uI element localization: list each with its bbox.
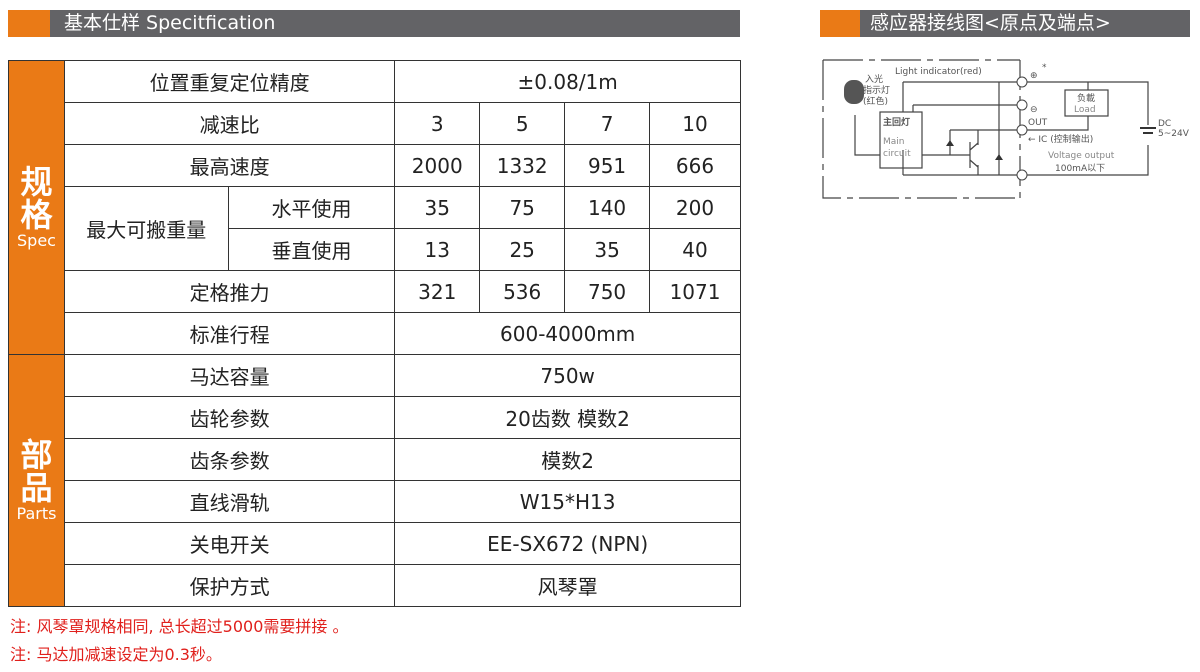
table-row: 部品 Parts 马达容量 750w xyxy=(8,354,741,607)
row-value: 风琴罩 xyxy=(394,564,741,607)
main-circuit-en2: circuit xyxy=(883,149,911,159)
row-value: 10 xyxy=(649,102,741,145)
spec-section: 规格 Spec xyxy=(8,60,65,355)
star-mark: * xyxy=(1042,63,1047,73)
spec-table: 规格 Spec 位置重复定位精度 ±0.08/1m 减速比 3 5 7 10 最高速度 2000 13… xyxy=(8,60,741,607)
section-sub: Parts xyxy=(16,503,57,523)
table-row: 定格推力 321 536 750 1071 xyxy=(9,270,741,313)
row-label: 保护方式 xyxy=(63,564,396,607)
light-indicator-label: Light indicator(red) xyxy=(895,67,982,77)
row-value: 25 xyxy=(479,228,566,271)
note-2: 注: 马达加减速设定为0.3秒。 xyxy=(10,645,222,664)
main-circuit-cn: 主回灯 xyxy=(883,116,910,128)
row-value: 35 xyxy=(394,186,481,229)
row-label: 马达容量 xyxy=(63,354,396,397)
row-value: 536 xyxy=(479,270,566,313)
table-row: 减速比 3 5 7 10 xyxy=(9,102,741,145)
table-row: 规格 Spec 位置重复定位精度 ±0.08/1m xyxy=(8,60,741,355)
row-value: ±0.08/1m xyxy=(394,60,741,103)
row-label: 减速比 xyxy=(63,102,396,145)
dc-label: DC xyxy=(1158,119,1171,129)
row-label: 定格推力 xyxy=(63,270,396,313)
row-value: 5 xyxy=(479,102,566,145)
row-value: 35 xyxy=(564,228,651,271)
wiring-diagram: Light indicator(red) 入光 指示灯 (红色) 主回灯 Mai… xyxy=(822,59,1190,199)
main-circuit-en1: Main xyxy=(883,137,905,147)
row-label: 齿轮参数 xyxy=(63,396,396,439)
row-label: 齿条参数 xyxy=(63,438,396,481)
row-value: 321 xyxy=(394,270,481,313)
section-label: 部品 xyxy=(20,435,53,508)
wiring-header-title: 感应器接线图<原点及端点> xyxy=(870,12,1111,34)
load-cn: 负載 xyxy=(1077,92,1095,104)
section-label: 规格 xyxy=(20,162,53,235)
row-value: 1332 xyxy=(479,144,566,187)
table-row: 最大可搬重量 水平使用 35 75 140 200 xyxy=(9,186,741,271)
row-value: 20齿数 模数2 xyxy=(394,396,741,439)
row-label: 直线滑轨 xyxy=(63,480,396,523)
row-value: 7 xyxy=(564,102,651,145)
row-value: 2000 xyxy=(394,144,481,187)
row-value: 3 xyxy=(394,102,481,145)
note-1: 注: 风琴罩规格相同, 总长超过5000需要拼接 。 xyxy=(10,617,349,636)
row-value: 1071 xyxy=(649,270,741,313)
row-label: 位置重复定位精度 xyxy=(63,60,396,103)
row-value: 951 xyxy=(564,144,651,187)
row-value: 模数2 xyxy=(394,438,741,481)
row-label: 最高速度 xyxy=(63,144,396,187)
row-value: 750w xyxy=(394,354,741,397)
svg-text:⊖: ⊖ xyxy=(1030,105,1038,115)
current-label: 100mA以下 xyxy=(1055,164,1105,174)
row-label: 标准行程 xyxy=(63,312,396,355)
load-en: Load xyxy=(1074,105,1096,115)
row-label: 关电开关 xyxy=(63,522,396,565)
row-value: 140 xyxy=(564,186,651,229)
table-row: 直线滑轨 W15*H13 xyxy=(9,480,741,523)
table-row: 关电开关 EE-SX672 (NPN) xyxy=(9,522,741,565)
table-row: 最高速度 2000 1332 951 666 xyxy=(9,144,741,187)
row-value: 13 xyxy=(394,228,481,271)
row-value: 200 xyxy=(649,186,741,229)
ic-label: ← IC (控制输出) xyxy=(1028,133,1093,145)
row-value: EE-SX672 (NPN) xyxy=(394,522,741,565)
row-value: 750 xyxy=(564,270,651,313)
table-row: 保护方式 风琴罩 xyxy=(9,564,741,607)
svg-text:⊕: ⊕ xyxy=(1030,71,1038,81)
section-sub: Spec xyxy=(17,230,56,250)
row-label: 最大可搬重量 xyxy=(63,186,229,271)
row-sublabel: 垂直使用 xyxy=(227,228,396,271)
indicator-label: 指示灯 xyxy=(863,84,890,96)
dc-range-label: 5~24V xyxy=(1158,129,1190,139)
row-value: W15*H13 xyxy=(394,480,741,523)
table-row: 齿轮参数 20齿数 模数2 xyxy=(9,396,741,439)
row-value: 75 xyxy=(479,186,566,229)
row-value: 600-4000mm xyxy=(394,312,741,355)
table-row: 齿条参数 模数2 xyxy=(9,438,741,481)
parts-section: 部品 Parts xyxy=(8,354,65,607)
row-sublabel: 水平使用 xyxy=(227,186,396,229)
wiring-header: 感应器接线图<原点及端点> xyxy=(820,10,1190,37)
out-label: OUT xyxy=(1028,118,1048,128)
in-light-label: 入光 xyxy=(865,73,883,85)
spec-header-title: 基本仕样 Specitfication xyxy=(64,12,276,34)
row-value: 40 xyxy=(649,228,741,271)
spec-header: 基本仕样 Specitfication xyxy=(8,10,740,37)
red-label: (红色) xyxy=(863,95,888,107)
table-row: 标准行程 600-4000mm xyxy=(9,312,741,355)
voltage-output-label: Voltage output xyxy=(1048,151,1115,161)
row-value: 666 xyxy=(649,144,741,187)
